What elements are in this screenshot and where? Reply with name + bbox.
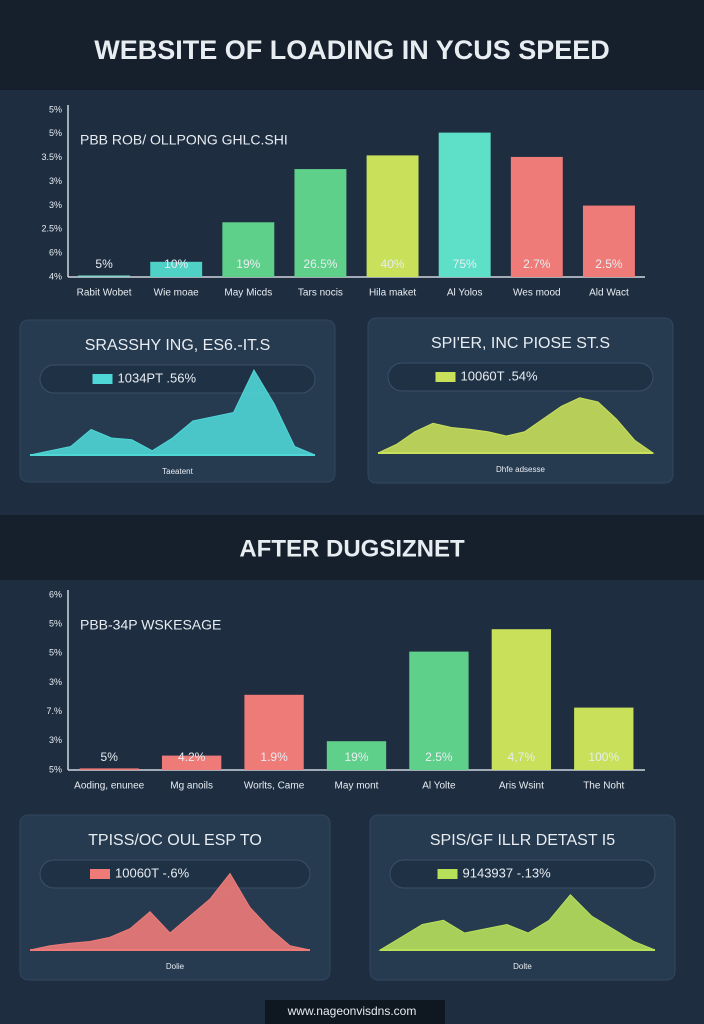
y-tick-label: 3% [49,677,62,687]
bar [582,205,635,277]
y-tick-label: 4% [49,271,62,281]
legend-pill [389,859,656,889]
area [29,872,311,951]
area [378,894,656,951]
x-tick-label: Hila maket [369,288,416,299]
bar [438,132,491,277]
footer: www.nageonvisdns.com [287,1004,417,1018]
y-tick-label: 3% [49,735,62,745]
x-tick-label: Tars nocis [298,288,343,299]
bar-label: 5% [95,257,113,271]
legend-text: 9143937 -.13% [463,865,552,880]
footer-band [265,1000,445,1024]
x-tick-label: Aris Wsint [499,781,544,792]
bar [294,169,347,277]
bar-label: 2.5% [425,750,453,764]
x-tick-label: May mont [335,781,379,792]
bar [409,651,469,770]
bar-label: 2.7% [523,257,551,271]
bar [510,156,563,277]
x-tick-label: Mg anoils [170,781,213,792]
x-tick-label: Al Yolos [447,288,483,299]
y-tick-label: 3% [49,176,62,186]
bar [244,694,304,770]
bar-label: 75% [453,257,477,271]
y-tick-label: 6% [49,589,62,599]
area [377,397,655,454]
bar-label: 100% [588,750,619,764]
y-tick-label: 5% [49,104,62,114]
panel-title: TPISS/OC OUL ESP TO [88,832,262,849]
bar [574,707,634,770]
section-title: AFTER DUGSIZNET [239,535,465,562]
bar [150,261,203,277]
panel-title: SRASSHY ING, ES6.-IT.S [85,337,271,354]
x-tick-label: The Noht [583,781,624,792]
y-tick-label: 5% [49,128,62,138]
x-tick-label: Al Yolte [422,781,456,792]
x-label: Dolie [166,962,185,971]
y-tick-label: 5% [49,648,62,658]
legend-swatch [90,869,110,879]
bar [326,741,387,770]
bar-label: 5% [101,750,119,764]
bar-label: 26.5% [303,257,337,271]
chart-title: PBB ROB/ OLLPONG GHLC.SHI [80,132,288,148]
x-tick-label: Aoding, enunee [74,781,145,792]
y-tick-label: 7.% [46,706,62,716]
page-title: WEBSITE OF LOADING IN YCUS SPEED [94,35,610,65]
x-tick-label: Wes mood [513,288,561,299]
bar-label: 2.5% [595,257,623,271]
panel-title: SPI'ER, INC PIOSE ST.S [431,335,610,352]
bar-label: 40% [381,257,405,271]
bar-label: 4,7% [508,750,536,764]
x-label: Taeatent [162,467,193,476]
bar [222,222,275,277]
bar [79,768,139,770]
x-tick-label: May Micds [224,288,272,299]
y-tick-label: 6% [49,248,62,258]
bar [491,629,552,770]
bar-label: 10% [164,257,188,271]
legend-swatch [437,869,458,879]
x-label: Dhfe adsesse [496,465,545,474]
bar-label: 19% [344,750,368,764]
x-tick-label: Ald Wact [589,288,629,299]
y-tick-label: 3% [49,200,62,210]
x-tick-label: Wie moae [154,288,199,299]
legend-swatch [435,372,456,382]
area [29,368,316,456]
x-tick-label: Rabit Wobet [77,288,132,299]
y-tick-label: 2.5% [41,224,62,234]
legend-text: 10060T .54% [461,368,539,383]
legend-text: 1034PT .56% [118,370,197,385]
bar [78,275,131,277]
bar-label: 4.2% [178,750,206,764]
chart-title: PBB-34P WSKESAGE [80,617,221,633]
header-band [0,0,704,90]
bar [161,755,222,770]
bar-label: 19% [236,257,260,271]
legend-text: 10060T -.6% [115,865,190,880]
x-label: Dolte [513,962,532,971]
legend-swatch [92,374,113,384]
bar [366,155,419,277]
panel-title: SPIS/GF ILLR DETAST I5 [430,832,615,849]
legend-pill [39,859,311,889]
y-tick-label: 3.5% [41,152,62,162]
legend-pill [387,362,654,392]
y-tick-label: 5% [49,619,62,629]
section-band [0,515,704,580]
x-tick-label: Worlts, Came [244,781,305,792]
bar-label: 1.9% [260,750,288,764]
y-tick-label: 5% [49,764,62,774]
